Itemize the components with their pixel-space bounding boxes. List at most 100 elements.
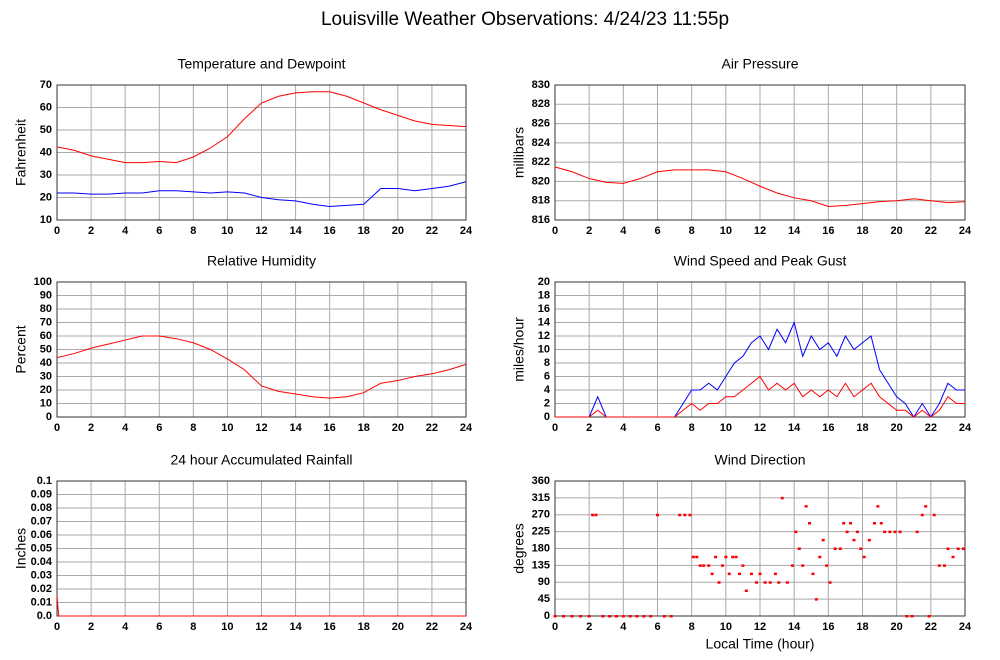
point <box>838 547 842 550</box>
y-tick-label: 70 <box>40 316 52 328</box>
x-tick-label: 22 <box>426 225 438 237</box>
point <box>777 581 781 584</box>
point <box>710 572 714 576</box>
point <box>744 589 748 592</box>
point <box>763 581 767 584</box>
series-line <box>56 91 467 164</box>
y-tick-label: 50 <box>40 343 52 355</box>
y-tick-label: 180 <box>532 542 550 554</box>
x-tick-label: 14 <box>788 422 801 434</box>
point <box>825 564 829 567</box>
x-tick-label: 16 <box>822 621 834 633</box>
x-tick-label: 12 <box>255 422 267 434</box>
point <box>698 564 702 567</box>
point <box>642 615 646 618</box>
x-tick-label: 22 <box>925 621 937 633</box>
point <box>749 572 753 576</box>
point <box>758 572 762 576</box>
point <box>845 530 849 534</box>
x-tick-label: 18 <box>358 422 370 434</box>
point <box>724 555 728 559</box>
y-tick-label: 20 <box>40 384 52 396</box>
point <box>649 615 653 618</box>
point <box>594 513 598 517</box>
point <box>956 547 960 550</box>
x-tick-label: 20 <box>392 225 404 237</box>
point <box>849 522 853 525</box>
point <box>615 615 618 618</box>
point <box>842 522 846 525</box>
point <box>872 522 876 525</box>
x-tick-label: 12 <box>255 225 267 237</box>
point <box>833 547 837 550</box>
point <box>601 615 605 618</box>
y-tick-label: 60 <box>40 330 52 342</box>
y-tick-label: 0.07 <box>31 515 52 527</box>
point <box>717 581 721 584</box>
point <box>920 513 924 517</box>
x-tick-label: 14 <box>788 225 801 237</box>
x-tick-label: 18 <box>856 621 868 633</box>
point <box>635 615 639 618</box>
point <box>915 530 919 534</box>
point <box>855 530 859 534</box>
point <box>628 615 632 618</box>
y-tick-label: 0.05 <box>31 542 52 554</box>
point <box>932 513 936 517</box>
x-tick-label: 6 <box>156 225 162 237</box>
x-tick-label: 16 <box>822 422 834 434</box>
y-tick-label: 820 <box>532 175 550 187</box>
main-title: Louisville Weather Observations: 4/24/23… <box>321 9 729 30</box>
panel-title: Wind Direction <box>714 452 805 468</box>
x-tick-label: 18 <box>358 621 370 633</box>
x-tick-label: 0 <box>552 225 558 237</box>
y-tick-label: 830 <box>532 79 550 91</box>
point <box>905 615 909 618</box>
point <box>707 564 711 567</box>
y-tick-label: 0.08 <box>31 502 52 514</box>
x-tick-label: 24 <box>460 422 473 434</box>
plot-frame <box>56 281 467 418</box>
point <box>898 530 902 534</box>
point <box>818 555 822 559</box>
y-tick-label: 0 <box>46 411 52 423</box>
point <box>961 547 965 550</box>
x-tick-label: 6 <box>654 225 660 237</box>
point <box>727 572 731 576</box>
y-tick-label: 90 <box>538 576 550 588</box>
point <box>951 555 955 559</box>
y-tick-label: 315 <box>532 492 550 504</box>
y-axis-label: degrees <box>511 523 527 574</box>
y-tick-label: 18 <box>538 289 550 301</box>
x-tick-label: 6 <box>654 422 660 434</box>
point <box>804 505 808 508</box>
x-tick-label: 20 <box>891 225 903 237</box>
y-tick-label: 0.04 <box>31 556 53 568</box>
y-tick-label: 826 <box>532 117 550 129</box>
point <box>879 522 883 525</box>
x-tick-label: 4 <box>122 621 129 633</box>
y-tick-label: 135 <box>532 559 550 571</box>
y-tick-label: 0.09 <box>31 488 52 500</box>
series-line <box>555 375 965 418</box>
x-tick-label: 18 <box>856 225 868 237</box>
x-tick-label: 10 <box>720 422 732 434</box>
x-tick-label: 8 <box>190 422 196 434</box>
y-tick-label: 2 <box>544 397 550 409</box>
panel-title: Wind Speed and Peak Gust <box>674 253 847 269</box>
point <box>683 513 687 517</box>
y-tick-label: 12 <box>538 330 550 342</box>
point <box>910 615 914 618</box>
y-tick-label: 0.03 <box>31 569 52 581</box>
point <box>821 538 825 542</box>
x-tick-label: 20 <box>392 422 404 434</box>
y-tick-label: 270 <box>532 509 550 521</box>
x-tick-label: 0 <box>54 422 60 434</box>
y-tick-label: 14 <box>538 316 551 328</box>
y-tick-label: 360 <box>532 475 550 487</box>
point <box>946 547 950 550</box>
y-tick-label: 225 <box>532 526 550 538</box>
y-tick-label: 80 <box>40 303 52 315</box>
point <box>785 581 789 584</box>
